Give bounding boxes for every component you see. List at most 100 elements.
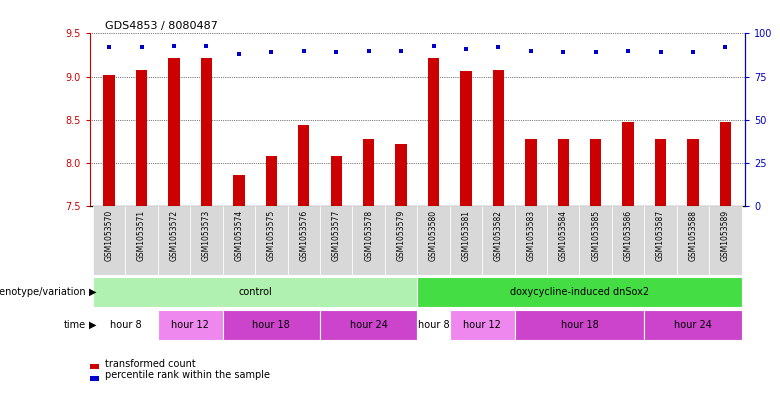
- Text: GSM1053587: GSM1053587: [656, 210, 665, 261]
- Bar: [320, 206, 353, 275]
- Bar: [320, 310, 417, 340]
- Point: [136, 44, 148, 50]
- Bar: [417, 277, 742, 307]
- Text: hour 12: hour 12: [172, 320, 209, 330]
- Bar: [93, 277, 417, 307]
- Point: [654, 49, 667, 55]
- Text: hour 18: hour 18: [561, 320, 598, 330]
- Point: [265, 49, 278, 55]
- Bar: [460, 71, 472, 206]
- Point: [363, 48, 375, 54]
- Bar: [158, 310, 222, 340]
- Bar: [417, 310, 450, 340]
- Point: [590, 49, 602, 55]
- Bar: [395, 144, 406, 206]
- Bar: [515, 206, 547, 275]
- Text: genotype/variation: genotype/variation: [0, 287, 86, 297]
- Text: control: control: [238, 287, 272, 297]
- Text: GSM1053583: GSM1053583: [526, 210, 535, 261]
- Bar: [493, 70, 504, 206]
- Bar: [93, 206, 126, 275]
- Bar: [687, 139, 699, 206]
- Point: [622, 48, 634, 54]
- Bar: [482, 206, 515, 275]
- Text: GSM1053576: GSM1053576: [300, 210, 308, 261]
- Text: GSM1053586: GSM1053586: [624, 210, 633, 261]
- Point: [459, 46, 472, 52]
- Bar: [126, 206, 158, 275]
- Bar: [622, 121, 634, 206]
- Text: hour 8: hour 8: [109, 320, 141, 330]
- Text: GSM1053574: GSM1053574: [235, 210, 243, 261]
- Point: [557, 49, 569, 55]
- Text: GSM1053571: GSM1053571: [137, 210, 146, 261]
- Point: [200, 42, 213, 49]
- Point: [686, 49, 699, 55]
- Text: GSM1053579: GSM1053579: [396, 210, 406, 261]
- Bar: [547, 206, 580, 275]
- Text: hour 18: hour 18: [253, 320, 290, 330]
- Bar: [288, 206, 320, 275]
- Bar: [558, 139, 569, 206]
- Text: GSM1053580: GSM1053580: [429, 210, 438, 261]
- Point: [330, 49, 342, 55]
- Bar: [363, 139, 374, 206]
- Bar: [525, 139, 537, 206]
- Point: [297, 48, 310, 54]
- Bar: [298, 125, 310, 206]
- Bar: [709, 206, 742, 275]
- Text: percentile rank within the sample: percentile rank within the sample: [105, 370, 271, 380]
- Bar: [428, 58, 439, 206]
- Bar: [612, 206, 644, 275]
- Text: ▶: ▶: [89, 287, 97, 297]
- Text: GSM1053589: GSM1053589: [721, 210, 730, 261]
- Bar: [331, 156, 342, 206]
- Bar: [255, 206, 288, 275]
- Bar: [168, 58, 179, 206]
- Point: [232, 51, 245, 57]
- Bar: [200, 58, 212, 206]
- Bar: [104, 75, 115, 206]
- Bar: [644, 206, 677, 275]
- Point: [427, 42, 440, 49]
- Text: GSM1053578: GSM1053578: [364, 210, 373, 261]
- Text: GSM1053584: GSM1053584: [558, 210, 568, 261]
- Bar: [190, 206, 222, 275]
- Text: doxycycline-induced dnSox2: doxycycline-induced dnSox2: [510, 287, 649, 297]
- Bar: [353, 206, 385, 275]
- Text: GSM1053575: GSM1053575: [267, 210, 276, 261]
- Text: hour 24: hour 24: [349, 320, 388, 330]
- Point: [168, 42, 180, 49]
- Text: hour 8: hour 8: [418, 320, 449, 330]
- Bar: [515, 310, 644, 340]
- Bar: [580, 206, 612, 275]
- Bar: [93, 310, 158, 340]
- Bar: [233, 175, 245, 206]
- Bar: [450, 310, 515, 340]
- Text: GSM1053581: GSM1053581: [462, 210, 470, 261]
- Bar: [590, 139, 601, 206]
- Text: time: time: [64, 320, 86, 330]
- Bar: [677, 206, 709, 275]
- Bar: [417, 206, 450, 275]
- Text: GSM1053577: GSM1053577: [332, 210, 341, 261]
- Text: ▶: ▶: [89, 320, 97, 330]
- Text: GSM1053585: GSM1053585: [591, 210, 600, 261]
- Bar: [450, 206, 482, 275]
- Bar: [266, 156, 277, 206]
- Text: transformed count: transformed count: [105, 358, 196, 369]
- Bar: [222, 310, 320, 340]
- Bar: [644, 310, 742, 340]
- Text: GSM1053570: GSM1053570: [105, 210, 114, 261]
- Text: GSM1053573: GSM1053573: [202, 210, 211, 261]
- Text: GDS4853 / 8080487: GDS4853 / 8080487: [105, 22, 218, 31]
- Point: [103, 44, 115, 50]
- Bar: [385, 206, 417, 275]
- Bar: [222, 206, 255, 275]
- Point: [492, 44, 505, 50]
- Point: [525, 48, 537, 54]
- Point: [719, 44, 732, 50]
- Text: GSM1053572: GSM1053572: [169, 210, 179, 261]
- Bar: [720, 121, 731, 206]
- Text: GSM1053588: GSM1053588: [689, 210, 697, 261]
